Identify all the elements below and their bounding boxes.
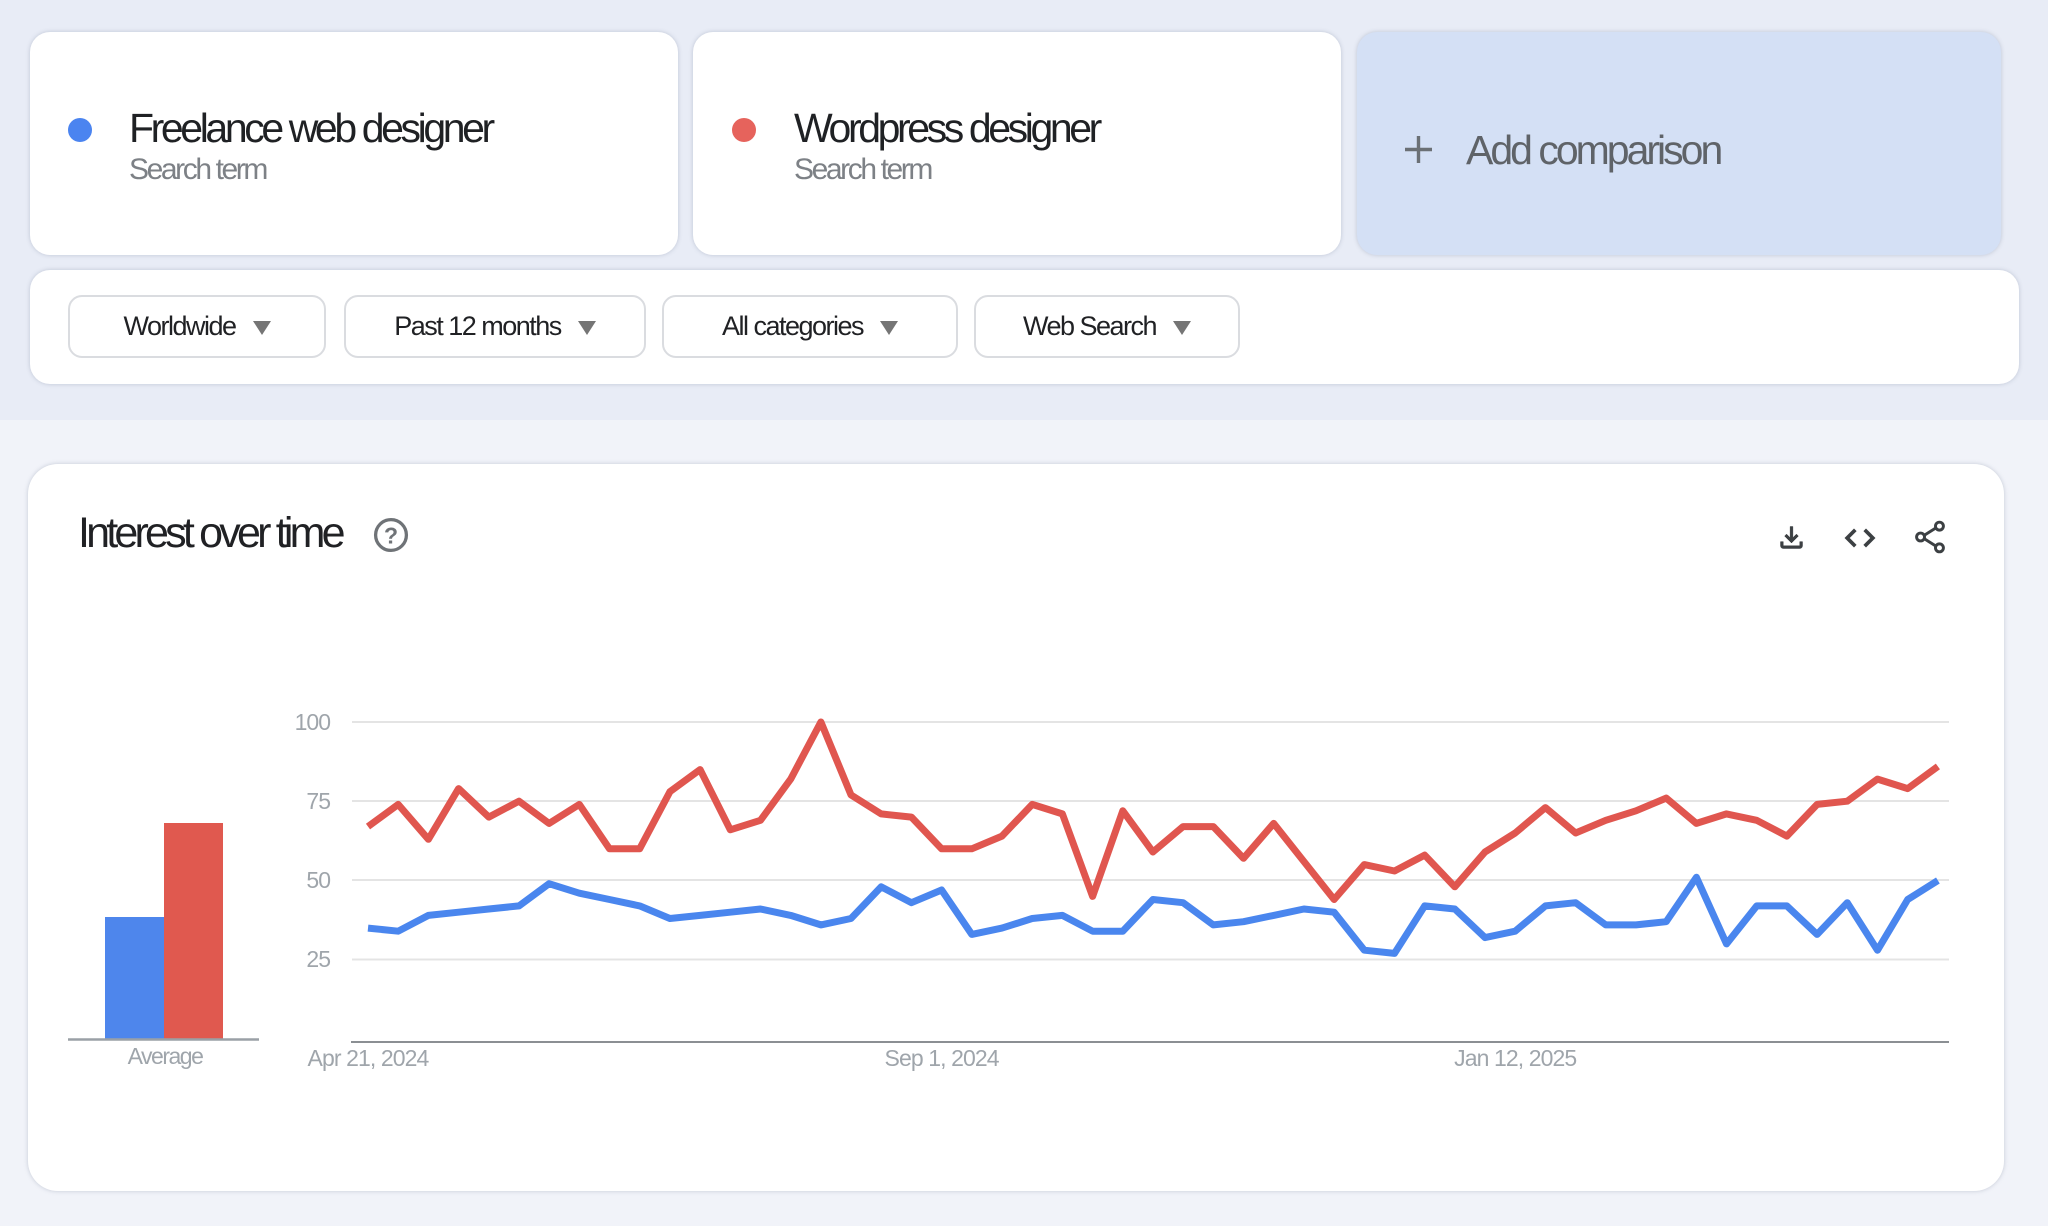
svg-text:50: 50 bbox=[306, 867, 330, 893]
svg-text:Apr 21, 2024: Apr 21, 2024 bbox=[308, 1045, 430, 1071]
svg-text:75: 75 bbox=[306, 788, 330, 814]
svg-text:Jan 12, 2025: Jan 12, 2025 bbox=[1454, 1045, 1576, 1071]
svg-text:Sep 1, 2024: Sep 1, 2024 bbox=[885, 1045, 1000, 1071]
svg-text:100: 100 bbox=[295, 709, 331, 735]
svg-text:25: 25 bbox=[306, 946, 330, 972]
svg-text:?: ? bbox=[384, 523, 398, 549]
svg-text:Average: Average bbox=[128, 1043, 203, 1069]
